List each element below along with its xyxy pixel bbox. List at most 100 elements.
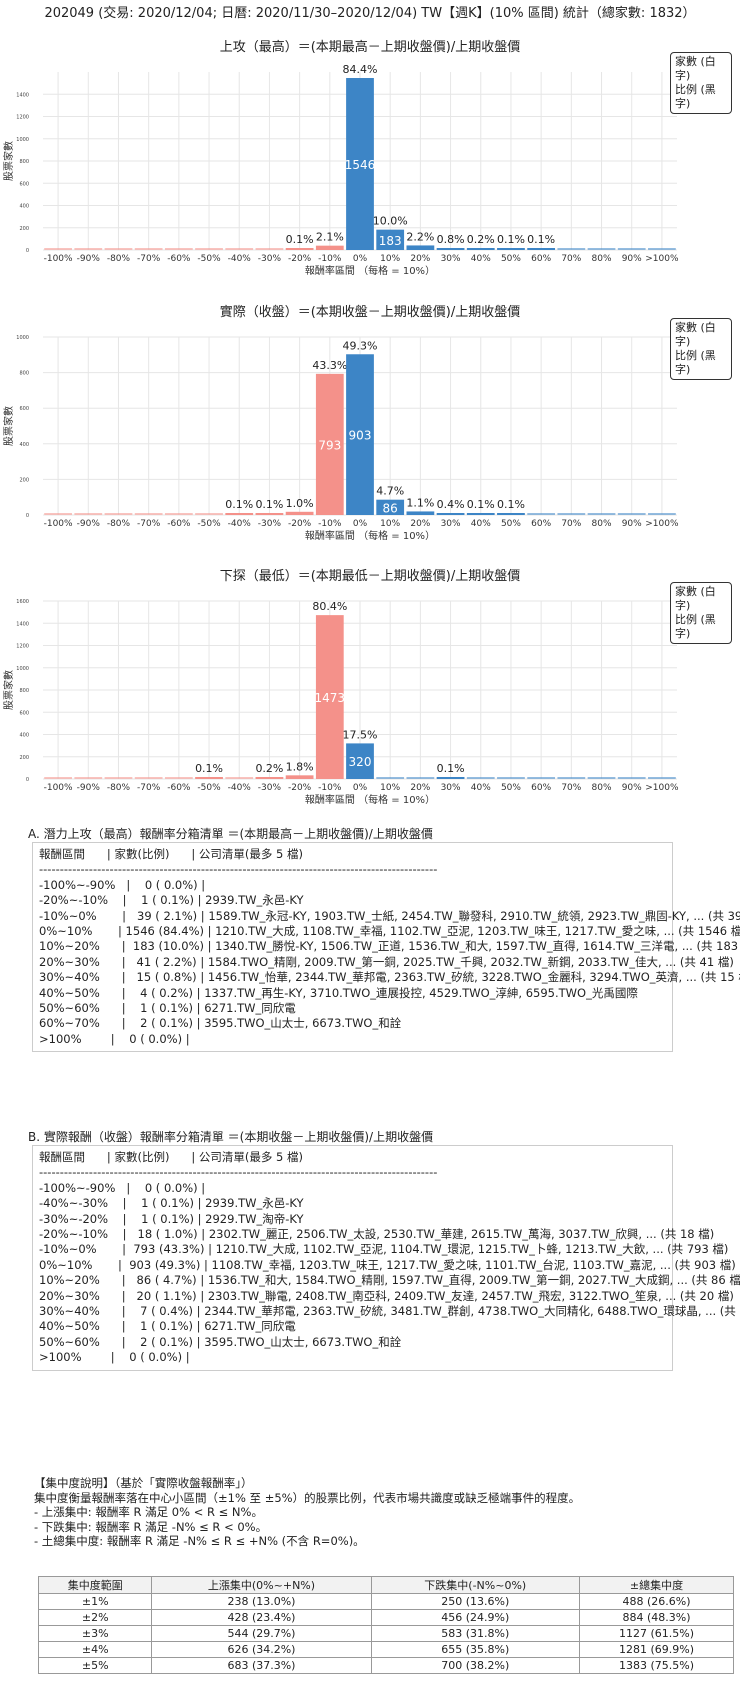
table-cell: 626 (34.2%) <box>151 1641 372 1658</box>
legend-line-1: 家數 (白字) <box>675 585 716 612</box>
bar <box>164 248 193 250</box>
bar <box>617 513 646 515</box>
x-tick-label: -20% <box>288 254 312 264</box>
y-tick-label: 1400 <box>16 621 29 627</box>
list-row: ----------------------------------------… <box>39 1165 438 1180</box>
table-cell: ±5% <box>37 1657 153 1674</box>
concentration-bullet: - 下跌集中: 報酬率 R 滿足 -N% ≤ R < 0%。 <box>34 1519 268 1534</box>
bar-percent-label: 0.1% <box>527 233 555 246</box>
bar-percent-label: 49.3% <box>343 339 378 352</box>
y-tick-label: 1000 <box>16 666 29 672</box>
y-tick-label: 600 <box>19 181 29 187</box>
y-tick-label: 0 <box>26 248 29 254</box>
list-row: 50%~60% | 1 ( 0.1%) | 6271.TW_同欣電 <box>39 1001 296 1016</box>
x-tick-label: -40% <box>228 519 252 529</box>
chart-close: 實際（收盤）＝(本期收盤－上期收盤價)/上期收盤價 0 200 400 600 800 10… <box>2 304 679 542</box>
x-tick-label: >100% <box>645 519 679 529</box>
chart-title: 下探（最低）＝(本期最低－上期收盤價)/上期收盤價 <box>220 569 521 584</box>
x-tick-label: 30% <box>441 254 461 264</box>
bar-percent-label: 0.1% <box>195 762 223 775</box>
list-row: 50%~60% | 2 ( 0.1%) | 3595.TWO_山太士, 6673… <box>39 1334 402 1349</box>
y-tick-label: 1000 <box>16 335 29 341</box>
y-tick-label: 200 <box>19 477 29 483</box>
list-row: -40%~-30% | 1 ( 0.1%) | 2939.TW_永邑-KY <box>39 1196 304 1211</box>
table-cell: 655 (35.8%) <box>370 1641 580 1658</box>
bar <box>376 229 405 250</box>
bar <box>436 248 465 250</box>
page-title: 202049 (交易: 2020/12/04; 日曆: 2020/11/30–2… <box>44 6 696 21</box>
bar <box>648 513 676 515</box>
x-tick-label: 80% <box>592 783 612 793</box>
y-tick-label: 1400 <box>16 92 29 98</box>
x-tick-label: 80% <box>592 254 612 264</box>
x-tick-label: 40% <box>471 519 491 529</box>
x-tick-label: -10% <box>318 519 342 529</box>
y-tick-label: 1200 <box>16 644 29 650</box>
y-tick-label: 1200 <box>16 115 29 121</box>
bar-percent-label: 4.7% <box>376 485 404 498</box>
list-row: -20%~-10% | 1 ( 0.1%) | 2939.TW_永邑-KY <box>39 893 304 908</box>
list-row: 0%~10% | 1546 (84.4%) | 1210.TW_大成, 1108… <box>39 924 740 939</box>
x-tick-label: -40% <box>228 254 252 264</box>
bar <box>44 777 72 779</box>
table-cell: 456 (24.9%) <box>370 1609 580 1626</box>
x-tick-label: 20% <box>410 519 430 529</box>
list-row: -10%~0% | 39 ( 2.1%) | 1589.TW_永冠-KY, 19… <box>39 908 740 923</box>
y-tick-label: 1000 <box>16 137 29 143</box>
column-header: ±總集中度 <box>578 1576 735 1594</box>
bar <box>255 248 284 250</box>
y-axis-label: 股票家數 <box>2 406 15 446</box>
list-b-box: 報酬區間 | 家數(比例) | 公司清單(最多 5 檔) ------------… <box>32 1145 740 1371</box>
bar <box>195 513 223 515</box>
x-tick-label: -10% <box>318 783 342 793</box>
bar <box>104 248 133 250</box>
bar <box>436 777 465 779</box>
x-tick-label: 50% <box>501 519 521 529</box>
bar <box>346 743 374 779</box>
x-tick-label: -70% <box>137 519 161 529</box>
bar <box>74 777 103 779</box>
bar <box>104 777 133 779</box>
x-tick-label: -100% <box>44 254 73 264</box>
y-tick-label: 200 <box>19 755 29 761</box>
x-tick-label: -30% <box>258 519 282 529</box>
bar <box>648 248 676 250</box>
bar-percent-label: 0.2% <box>255 762 283 775</box>
x-tick-label: >100% <box>645 254 679 264</box>
list-row: >100% | 0 ( 0.0%) | <box>39 1350 190 1365</box>
bar-count-label: 183 <box>379 234 402 248</box>
x-tick-label: 40% <box>471 254 491 264</box>
x-tick-label: 10% <box>380 519 400 529</box>
x-tick-label: 50% <box>501 254 521 264</box>
table-cell: ±1% <box>37 1593 153 1610</box>
bar <box>497 248 525 250</box>
y-tick-label: 1600 <box>16 599 29 605</box>
concentration-heading: 【集中度說明】（基於「實際收盤報酬率」） <box>34 1476 253 1490</box>
table-cell: 1281 (69.9%) <box>578 1641 735 1658</box>
table-row: ±1% 238 (13.0%) 250 (13.6%) 488 (26.6%) <box>37 1593 735 1610</box>
table-row: ±5% 683 (37.3%) 700 (38.2%) 1383 (75.5%) <box>37 1657 735 1674</box>
x-tick-label: -80% <box>107 783 131 793</box>
table-cell: 583 (31.8%) <box>370 1625 580 1642</box>
x-tick-label: 90% <box>622 519 642 529</box>
bar-percent-label: 1.1% <box>406 496 434 509</box>
x-tick-label: 30% <box>441 519 461 529</box>
x-tick-label: -50% <box>197 254 221 264</box>
x-tick-label: 0% <box>353 519 368 529</box>
x-tick-label: 20% <box>410 783 430 793</box>
x-tick-label: -50% <box>197 783 221 793</box>
table-row: ±4% 626 (34.2%) 655 (35.8%) 1281 (69.9%) <box>37 1641 735 1658</box>
list-row: 60%~70% | 2 ( 0.1%) | 3595.TWO_山太士, 6673… <box>39 1016 402 1031</box>
bar <box>74 513 103 515</box>
legend-line-2: 比例 (黑字) <box>675 349 716 376</box>
chart-legend: 家數 (白字) 比例 (黑字) <box>670 318 732 380</box>
bar <box>466 248 495 250</box>
y-axis-label: 股票家數 <box>2 141 15 181</box>
bar <box>315 615 344 779</box>
table-cell: 544 (29.7%) <box>151 1625 372 1642</box>
x-axis-label: 報酬率區間 （每格 = 10%） <box>305 793 435 806</box>
table-cell: 700 (38.2%) <box>370 1657 580 1674</box>
bar <box>346 78 374 250</box>
x-axis-label: 報酬率區間 （每格 = 10%） <box>305 529 435 542</box>
list-row: 40%~50% | 4 ( 0.2%) | 1337.TW_再生-KY, 371… <box>39 985 638 1000</box>
